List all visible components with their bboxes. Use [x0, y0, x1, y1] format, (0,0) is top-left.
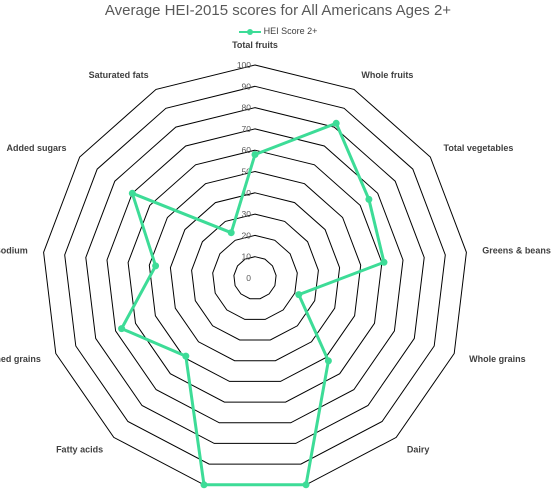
legend: HEI Score 2+ — [0, 26, 556, 36]
grid-ring-90 — [64, 85, 446, 465]
category-label: Added sugars — [6, 143, 66, 153]
grid-ring-60 — [127, 149, 383, 403]
category-label: Whole grains — [469, 354, 526, 364]
category-label: Saturated fats — [89, 70, 149, 80]
data-point — [128, 189, 136, 197]
category-label: Dairy — [407, 444, 430, 454]
grid-ring-70 — [106, 128, 404, 424]
chart-title: Average HEI-2015 scores for All American… — [104, 2, 452, 19]
category-label: Fatty acids — [56, 444, 103, 454]
data-point — [295, 291, 303, 299]
category-label: Total fruits — [232, 40, 278, 50]
category-label: Greens & beans — [482, 245, 551, 255]
tick-label-10: 10 — [242, 252, 252, 262]
data-point — [324, 357, 332, 365]
tick-label-0: 0 — [246, 273, 251, 283]
grid-ring-20 — [212, 234, 298, 320]
data-point — [365, 195, 373, 203]
tick-label-30: 30 — [242, 209, 252, 219]
data-point — [380, 258, 388, 266]
data-point — [200, 481, 208, 489]
tick-label-90: 90 — [242, 81, 252, 91]
data-point — [152, 262, 160, 270]
data-point — [332, 119, 340, 127]
data-point — [251, 151, 259, 158]
tick-label-50: 50 — [242, 167, 252, 177]
tick-label-70: 70 — [242, 124, 252, 134]
grid-ring-50 — [148, 170, 362, 382]
category-label: Total vegetables — [444, 143, 514, 153]
tick-label-60: 60 — [242, 145, 252, 155]
category-label: Whole fruits — [361, 70, 413, 80]
grid-ring-30 — [191, 213, 319, 341]
tick-label-20: 20 — [242, 230, 252, 240]
category-label: Sodium — [0, 245, 28, 255]
grid-ring-100 — [43, 64, 467, 486]
legend-marker — [246, 28, 253, 35]
grid-ring-80 — [85, 107, 425, 444]
grid-ring-10 — [233, 256, 277, 300]
grid-ring-40 — [169, 192, 341, 362]
data-point — [118, 325, 126, 333]
legend-label: HEI Score 2+ — [263, 26, 318, 36]
tick-label-100: 100 — [237, 60, 251, 70]
data-point — [182, 352, 190, 360]
series-line — [120, 121, 386, 487]
data-point — [302, 481, 310, 489]
tick-label-40: 40 — [242, 188, 252, 198]
tick-label-80: 80 — [242, 103, 252, 113]
legend-swatch — [238, 28, 261, 35]
category-label: Refined grains — [0, 354, 41, 364]
data-point — [227, 229, 235, 237]
